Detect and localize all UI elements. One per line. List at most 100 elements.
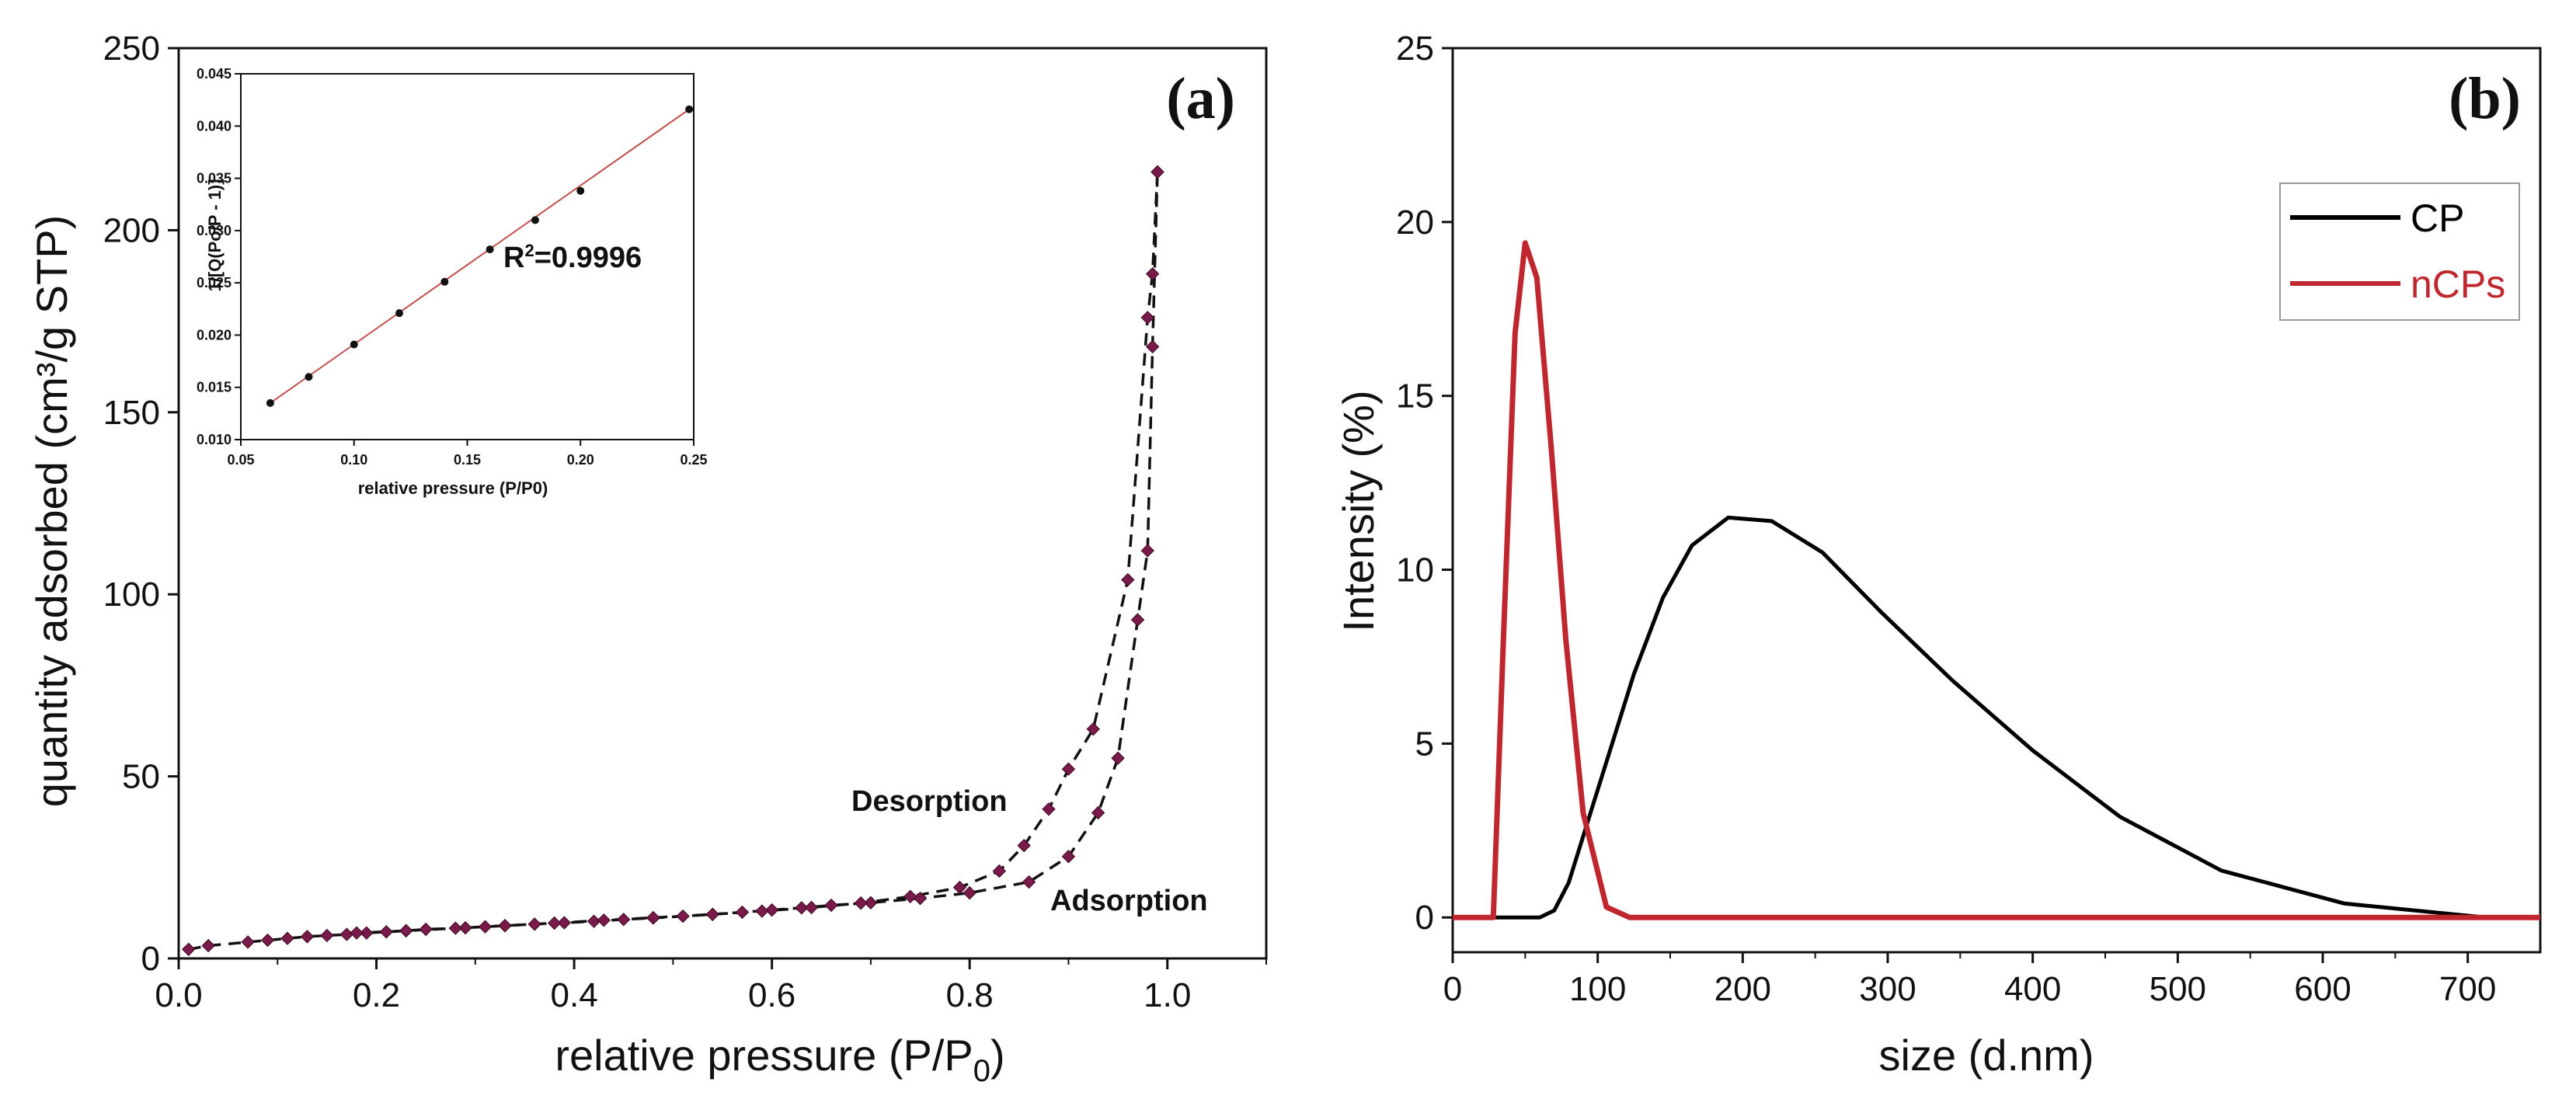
- panel-a-marker-adsorption: [617, 913, 631, 927]
- inset-x-tick-label: 0.25: [680, 452, 707, 468]
- panel-a-marker-desorption: [1145, 266, 1160, 281]
- panel-a-marker-adsorption: [478, 920, 493, 934]
- panel-a-marker-adsorption: [379, 925, 393, 939]
- panel-a-marker-adsorption: [280, 931, 294, 945]
- inset-y-axis-label: 1/[Q(Po/P - 1)]: [205, 179, 225, 291]
- panel-b-x-tick-label: 300: [1859, 970, 1916, 1008]
- inset-r2-value: =0.9996: [534, 242, 642, 274]
- panel-b-x-tick-label: 500: [2150, 970, 2206, 1008]
- panel-a-marker-desorption: [1150, 165, 1164, 179]
- panel-b-x-tick-label: 600: [2294, 970, 2351, 1008]
- panel-b-series-lines: [1453, 240, 2540, 920]
- panel-a-x-axis-label-main: relative pressure (P/P: [555, 1031, 973, 1080]
- panel-a-x-axis-label: relative pressure (P/P0): [555, 1031, 1004, 1088]
- panel-a-marker-adsorption: [419, 922, 433, 937]
- inset-y-tick-label: 0.015: [197, 380, 231, 395]
- panel-a-marker-desorption: [952, 880, 967, 895]
- panel-a-marker-adsorption: [676, 909, 690, 923]
- inset-r-squared-label: R2=0.9996: [503, 241, 642, 274]
- panel-a-marker-adsorption: [320, 928, 334, 943]
- inset-x-ticks: 0.05 0.10 0.15 0.20 0.25: [227, 440, 708, 468]
- panel-a-marker-adsorption: [824, 898, 838, 913]
- legend-label-ncps: nCPs: [2411, 263, 2505, 306]
- panel-b-y-tick-label: 15: [1396, 377, 1434, 416]
- panel-a-marker-desorption: [854, 896, 868, 910]
- panel-b-x-tick-label: 700: [2439, 970, 2496, 1008]
- inset-x-tick-label: 0.10: [340, 452, 367, 468]
- panel-a-marker-adsorption: [360, 926, 374, 940]
- annotation-adsorption: Adsorption: [1050, 885, 1208, 917]
- inset-point: [266, 398, 274, 407]
- inset-point: [395, 309, 404, 318]
- panel-b-line-ncps: [1453, 240, 2540, 920]
- panel-a-marker-adsorption: [1111, 751, 1125, 765]
- panel-a-marker-desorption: [498, 919, 512, 933]
- inset-y-tick-label: 0.035: [197, 171, 231, 186]
- panel-a-marker-desorption: [1017, 838, 1031, 853]
- panel-b-x-tick-label: 400: [2004, 970, 2061, 1008]
- panel-b-plot-frame: [1451, 47, 2542, 954]
- panel-a-y-tick-label: 150: [103, 394, 160, 432]
- panel-b-y-tick-label: 10: [1396, 551, 1434, 590]
- panel-a-y-ticks: 0 50 100 150 200 250: [103, 30, 179, 978]
- panel-a-y-tick-label: 250: [103, 30, 160, 68]
- inset-x-tick-label: 0.15: [454, 452, 481, 468]
- panel-b-y-ticks: 0 5 10 15 20 25: [1396, 30, 1453, 937]
- panel-a-line-desorption: [357, 172, 1159, 934]
- inset-data-points: [266, 105, 694, 407]
- panel-a-marker-desorption: [1042, 802, 1056, 816]
- panel-b-legend: CP nCPs: [2279, 183, 2520, 321]
- panel-a-marker-desorption: [804, 900, 819, 915]
- panel-a-x-axis-label-end: ): [990, 1031, 1005, 1080]
- panel-b-label: (b): [2449, 66, 2521, 131]
- inset-y-tick-label: 0.030: [197, 223, 231, 238]
- panel-a-marker-adsorption: [1145, 339, 1160, 354]
- inset-point: [305, 373, 313, 381]
- inset-point: [350, 340, 358, 349]
- panel-a-y-axis-label: quantity adsorbed (cm³/g STP): [27, 215, 76, 808]
- panel-a-marker-desorption: [399, 923, 413, 938]
- inset-point: [685, 105, 694, 113]
- panel-a-marker-adsorption: [241, 935, 255, 949]
- inset-y-tick-label: 0.020: [197, 327, 231, 343]
- inset-y-tick-label: 0.040: [197, 118, 231, 134]
- panel-a-x-tick-label: 0.6: [748, 976, 795, 1014]
- panel-a-markers: [182, 165, 1164, 956]
- panel-a-marker-adsorption: [764, 903, 779, 917]
- panel-a-x-ticks: 0.0 0.2 0.4 0.6 0.8 1.0: [155, 958, 1267, 1014]
- panel-a-marker-desorption: [646, 910, 660, 925]
- panel-a-marker-adsorption: [1140, 544, 1154, 558]
- panel-b-y-tick-label: 25: [1396, 30, 1434, 68]
- panel-b: 0 5 10 15 20 25 0 100 200 300 400 500 600 700 (b) CP…: [1334, 30, 2542, 1080]
- panel-a-marker-desorption: [1086, 722, 1100, 736]
- panel-a-marker-adsorption: [300, 930, 315, 944]
- panel-a-marker-adsorption: [557, 916, 572, 930]
- panel-b-x-axis-label: size (d.nm): [1879, 1031, 2094, 1080]
- panel-a-x-axis-label-subscript: 0: [973, 1054, 990, 1088]
- panel-a-marker-adsorption: [963, 885, 976, 900]
- panel-a-x-tick-label: 1.0: [1144, 976, 1191, 1014]
- panel-a-y-tick-label: 0: [141, 940, 160, 978]
- panel-a-plot-frame: [177, 47, 1268, 960]
- panel-b-line-cp: [1453, 515, 2540, 920]
- panel-a-marker-adsorption: [339, 927, 354, 941]
- panel-b-y-axis-label: Intensity (%): [1334, 390, 1383, 631]
- legend-label-cp: CP: [2411, 197, 2464, 240]
- panel-a-marker-adsorption: [864, 896, 878, 910]
- panel-a-marker-desorption: [1140, 311, 1154, 325]
- panel-b-x-tick-label: 0: [1443, 970, 1462, 1008]
- panel-a-marker-adsorption: [1130, 613, 1145, 627]
- inset-y-tick-label: 0.010: [197, 432, 231, 447]
- panel-a-marker-desorption: [992, 864, 1007, 878]
- panel-a-marker-adsorption: [458, 920, 472, 935]
- panel-a-marker-adsorption: [260, 933, 275, 948]
- panel-a-x-tick-label: 0.0: [155, 976, 202, 1014]
- inset-point: [486, 245, 494, 254]
- panel-a-label: (a): [1166, 66, 1235, 131]
- panel-a-marker-adsorption: [201, 938, 215, 953]
- inset-x-tick-label: 0.05: [227, 452, 254, 468]
- panel-a-marker-desorption: [1121, 572, 1135, 587]
- panel-a-marker-adsorption: [1022, 875, 1036, 889]
- panel-a-x-tick-label: 0.4: [551, 976, 598, 1014]
